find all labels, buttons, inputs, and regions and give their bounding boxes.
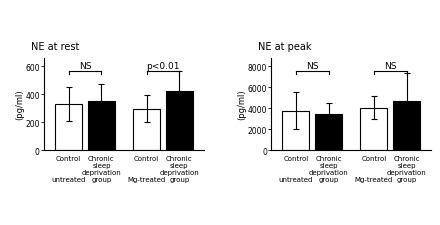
Text: Chronic
sleep
deprivation: Chronic sleep deprivation <box>160 155 199 175</box>
Text: p<0.01: p<0.01 <box>146 61 180 70</box>
Text: NE at peak: NE at peak <box>258 42 312 52</box>
Text: Control: Control <box>56 155 81 161</box>
Bar <box>55 105 82 151</box>
Bar <box>88 102 115 151</box>
Text: untreated: untreated <box>279 177 313 182</box>
Text: group: group <box>396 177 417 182</box>
Bar <box>360 108 387 151</box>
Text: Control: Control <box>361 155 386 161</box>
Text: Mg-treated: Mg-treated <box>128 177 166 182</box>
Text: Mg-treated: Mg-treated <box>355 177 393 182</box>
Text: group: group <box>319 177 339 182</box>
Y-axis label: (pg/ml): (pg/ml) <box>15 89 24 120</box>
Text: Chronic
sleep
deprivation: Chronic sleep deprivation <box>81 155 121 175</box>
Text: Control: Control <box>134 155 159 161</box>
Text: group: group <box>92 177 112 182</box>
Text: Chronic
sleep
deprivation: Chronic sleep deprivation <box>309 155 348 175</box>
Text: NS: NS <box>384 61 396 70</box>
Bar <box>133 109 160 151</box>
Text: NE at rest: NE at rest <box>31 42 80 52</box>
Bar <box>393 102 420 151</box>
Text: group: group <box>169 177 190 182</box>
Text: Chronic
sleep
deprivation: Chronic sleep deprivation <box>387 155 426 175</box>
Text: untreated: untreated <box>51 177 86 182</box>
Text: Control: Control <box>283 155 308 161</box>
Text: NS: NS <box>306 61 319 70</box>
Text: NS: NS <box>79 61 91 70</box>
Bar <box>282 111 309 151</box>
Bar <box>315 114 342 151</box>
Y-axis label: (pg/ml): (pg/ml) <box>237 89 246 120</box>
Bar <box>166 92 193 151</box>
